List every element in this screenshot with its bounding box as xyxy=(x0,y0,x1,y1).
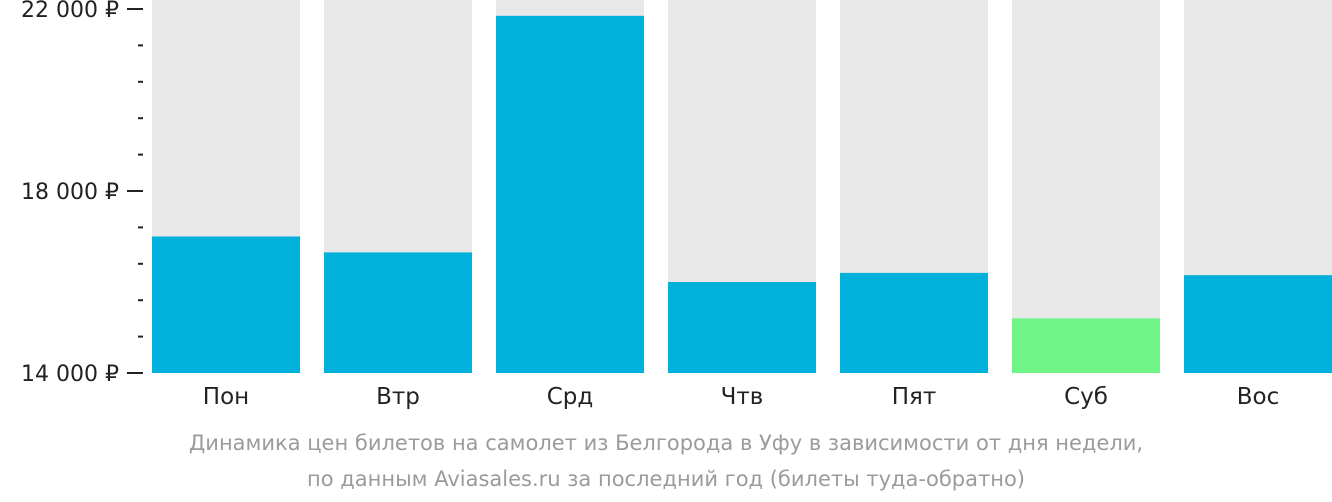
bar-6[interactable] xyxy=(1012,318,1160,373)
bar-3[interactable] xyxy=(496,15,644,373)
bar-5[interactable] xyxy=(840,272,988,373)
chart-caption-line-2: по данным Aviasales.ru за последний год … xyxy=(307,467,1025,491)
x-tick-label: Чтв xyxy=(721,384,764,410)
y-axis: 14 000 ₽ 18 000 ₽ 22 000 ₽ xyxy=(21,0,143,387)
bar-4[interactable] xyxy=(668,282,816,373)
y-tick-label: 18 000 ₽ xyxy=(21,180,119,205)
chart-caption-line-1: Динамика цен билетов на самолет из Белго… xyxy=(188,431,1144,455)
x-tick-label: Вос xyxy=(1237,384,1280,410)
y-tick-label: 22 000 ₽ xyxy=(21,0,119,23)
x-tick-label: Суб xyxy=(1064,384,1108,410)
bars xyxy=(152,15,1332,374)
x-tick-label: Пят xyxy=(892,384,937,410)
x-tick-label: Пон xyxy=(203,384,249,410)
bar-1[interactable] xyxy=(152,236,300,374)
bar-2[interactable] xyxy=(324,252,472,373)
x-tick-label: Срд xyxy=(547,384,594,410)
x-tick-label: Втр xyxy=(376,384,420,410)
y-tick-label: 14 000 ₽ xyxy=(21,362,119,387)
bar-chart: 14 000 ₽ 18 000 ₽ 22 000 ₽ Пон Втр Срд Чтв Пят… xyxy=(21,0,1332,410)
x-axis: Пон Втр Срд Чтв Пят Суб Вос xyxy=(203,384,1279,410)
background-column xyxy=(1012,0,1160,373)
bar-7[interactable] xyxy=(1184,275,1332,373)
